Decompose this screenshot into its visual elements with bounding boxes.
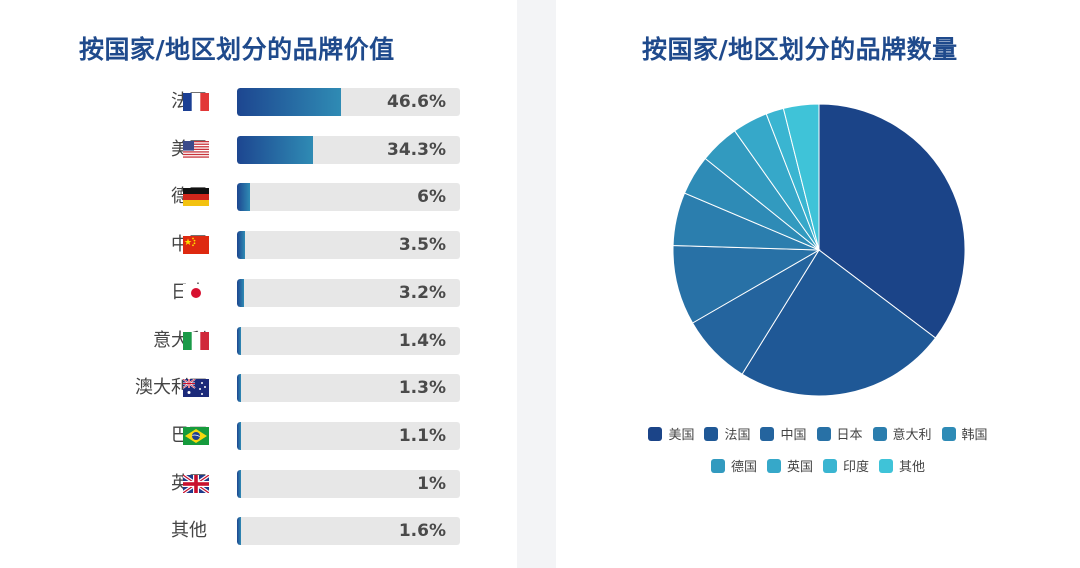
legend-swatch <box>760 426 775 441</box>
bar-value-label: 1.3% <box>398 378 446 399</box>
bar-value-label: 3.5% <box>398 235 446 256</box>
bar-value-label: 1% <box>417 473 446 494</box>
bar-row: 英国1% <box>0 469 517 499</box>
legend-item: 法国 <box>704 424 750 443</box>
bar-value-label: 1.1% <box>398 425 446 446</box>
bar-value-label: 6% <box>417 187 446 208</box>
legend-item: 英国 <box>766 456 813 475</box>
bar-row: 美国34.3% <box>0 135 517 165</box>
bar-row: 中国3.5% <box>0 230 517 260</box>
bar-track: 1.4% <box>237 326 460 355</box>
bar-value-label: 46.6% <box>387 92 446 112</box>
legend-swatch <box>704 426 719 441</box>
bar-fill <box>237 326 241 355</box>
legend-swatch <box>823 458 837 473</box>
legend-item: 美国 <box>648 424 694 443</box>
bar-fill <box>237 469 241 498</box>
bar-row: 法国46.6% <box>0 87 517 117</box>
japan-flag-icon <box>183 283 209 302</box>
bar-value-label: 34.3% <box>387 139 446 160</box>
legend-label: 其他 <box>899 460 926 475</box>
china-flag-icon <box>183 236 209 255</box>
bar-fill <box>237 374 241 403</box>
bar-fill <box>237 517 241 546</box>
bar-track: 34.3% <box>237 135 460 164</box>
usa-flag-icon <box>183 140 209 159</box>
italy-flag-icon <box>183 331 209 350</box>
bar-value-label: 1.4% <box>398 330 446 351</box>
legend-swatch <box>941 426 956 441</box>
legend-swatch <box>766 458 781 473</box>
bar-row: 意大利 1.4% <box>0 326 517 356</box>
bar-value-label: 1.6% <box>398 521 446 542</box>
bar-label: 其他 <box>171 520 207 542</box>
brazil-flag-icon <box>183 426 209 445</box>
pie-legend-row: 美国 法国 中国 日本 意大利 韩国 <box>556 424 1080 443</box>
france-flag-icon <box>183 93 209 111</box>
brand-value-title: 按国家/地区划分的品牌价值 <box>79 35 395 64</box>
bar-track: 6% <box>237 183 460 212</box>
legend-item: 中国 <box>760 424 807 443</box>
legend-item: 日本 <box>816 424 863 443</box>
brand-count-title: 按国家/地区划分的品牌数量 <box>642 35 958 64</box>
legend-item: 韩国 <box>941 424 988 443</box>
legend-item: 意大利 <box>872 424 932 443</box>
bar-row: 巴西1.1% <box>0 421 517 451</box>
bar-track: 1% <box>237 469 460 498</box>
germany-flag-icon <box>183 188 209 207</box>
bar-track: 3.5% <box>237 231 460 260</box>
legend-label: 日本 <box>836 428 863 443</box>
pie-slice <box>672 244 821 324</box>
bar-fill <box>237 231 245 260</box>
pie-slice <box>818 103 966 339</box>
bar-fill <box>237 88 341 116</box>
bar-value-label: 3.2% <box>398 282 446 303</box>
legend-swatch <box>648 426 663 441</box>
pie-chart <box>672 103 966 397</box>
legend-item: 印度 <box>823 456 869 475</box>
legend-swatch <box>872 426 887 441</box>
pie-legend-row: 德国 英国 印度 其他 <box>556 456 1080 475</box>
bar-fill <box>237 278 245 307</box>
legend-label: 法国 <box>724 428 751 443</box>
legend-label: 德国 <box>730 460 757 475</box>
legend-swatch <box>710 458 725 473</box>
legend-label: 意大利 <box>892 428 932 443</box>
bar-row: 日本3.2% <box>0 278 517 308</box>
bar-track: 1.3% <box>237 374 460 403</box>
australia-flag-icon <box>183 379 209 398</box>
bar-fill <box>237 183 251 212</box>
legend-swatch <box>816 426 831 441</box>
bar-row: 澳大利亚 1.3% <box>0 373 517 403</box>
brand-count-panel: 按国家/地区划分的品牌数量 美国 法国 中国 日本 意大利 韩国 德国 英国 印度 其他 <box>556 0 1080 568</box>
bar-track: 1.6% <box>237 517 460 546</box>
bar-track: 1.1% <box>237 421 460 450</box>
legend-label: 印度 <box>843 460 870 475</box>
bar-fill <box>237 135 314 164</box>
legend-label: 韩国 <box>961 428 988 443</box>
legend-item: 其他 <box>879 456 925 475</box>
pie-slice <box>782 103 820 251</box>
bar-track: 46.6% <box>237 88 460 116</box>
bar-row: 其他 1.6% <box>0 516 517 546</box>
bar-row: 德国6% <box>0 182 517 212</box>
legend-item: 德国 <box>710 456 757 475</box>
uk-flag-icon <box>183 474 209 493</box>
legend-swatch <box>879 458 894 473</box>
brand-value-panel: 按国家/地区划分的品牌价值 法国46.6% 美国34.3% 德国6% 中国3.5% 日本… <box>0 0 517 568</box>
pie-slice <box>741 249 937 397</box>
bar-fill <box>237 421 241 450</box>
legend-label: 中国 <box>780 428 807 443</box>
legend-label: 美国 <box>668 428 695 443</box>
legend-label: 英国 <box>786 460 813 475</box>
bar-track: 3.2% <box>237 278 460 307</box>
